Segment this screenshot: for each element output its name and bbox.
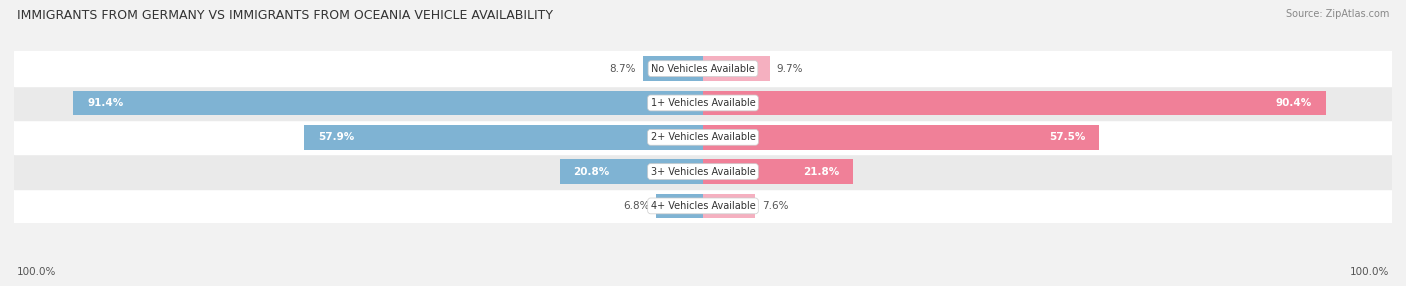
Text: 7.6%: 7.6% xyxy=(762,201,789,211)
Bar xyxy=(703,194,755,218)
Bar xyxy=(14,120,1392,154)
Bar xyxy=(14,189,1392,223)
Text: 8.7%: 8.7% xyxy=(610,64,636,74)
Bar xyxy=(304,125,703,150)
Bar xyxy=(560,159,703,184)
Bar xyxy=(643,56,703,81)
Text: 57.5%: 57.5% xyxy=(1049,132,1085,142)
Text: 90.4%: 90.4% xyxy=(1275,98,1312,108)
Bar xyxy=(14,154,1392,189)
Text: 2+ Vehicles Available: 2+ Vehicles Available xyxy=(651,132,755,142)
Bar xyxy=(14,51,1392,86)
Bar xyxy=(703,56,770,81)
Bar xyxy=(657,194,703,218)
Text: 100.0%: 100.0% xyxy=(1350,267,1389,277)
Text: No Vehicles Available: No Vehicles Available xyxy=(651,64,755,74)
Text: 1+ Vehicles Available: 1+ Vehicles Available xyxy=(651,98,755,108)
Text: IMMIGRANTS FROM GERMANY VS IMMIGRANTS FROM OCEANIA VEHICLE AVAILABILITY: IMMIGRANTS FROM GERMANY VS IMMIGRANTS FR… xyxy=(17,9,553,21)
Text: 100.0%: 100.0% xyxy=(17,267,56,277)
Text: 21.8%: 21.8% xyxy=(803,167,839,176)
Text: 3+ Vehicles Available: 3+ Vehicles Available xyxy=(651,167,755,176)
Text: 91.4%: 91.4% xyxy=(87,98,124,108)
Text: Source: ZipAtlas.com: Source: ZipAtlas.com xyxy=(1285,9,1389,19)
Text: 20.8%: 20.8% xyxy=(574,167,610,176)
Text: 6.8%: 6.8% xyxy=(623,201,650,211)
Bar xyxy=(703,125,1099,150)
Bar xyxy=(703,91,1326,115)
Bar xyxy=(73,91,703,115)
Bar xyxy=(703,159,853,184)
Bar xyxy=(14,86,1392,120)
Text: 4+ Vehicles Available: 4+ Vehicles Available xyxy=(651,201,755,211)
Text: 9.7%: 9.7% xyxy=(776,64,803,74)
Text: 57.9%: 57.9% xyxy=(318,132,354,142)
